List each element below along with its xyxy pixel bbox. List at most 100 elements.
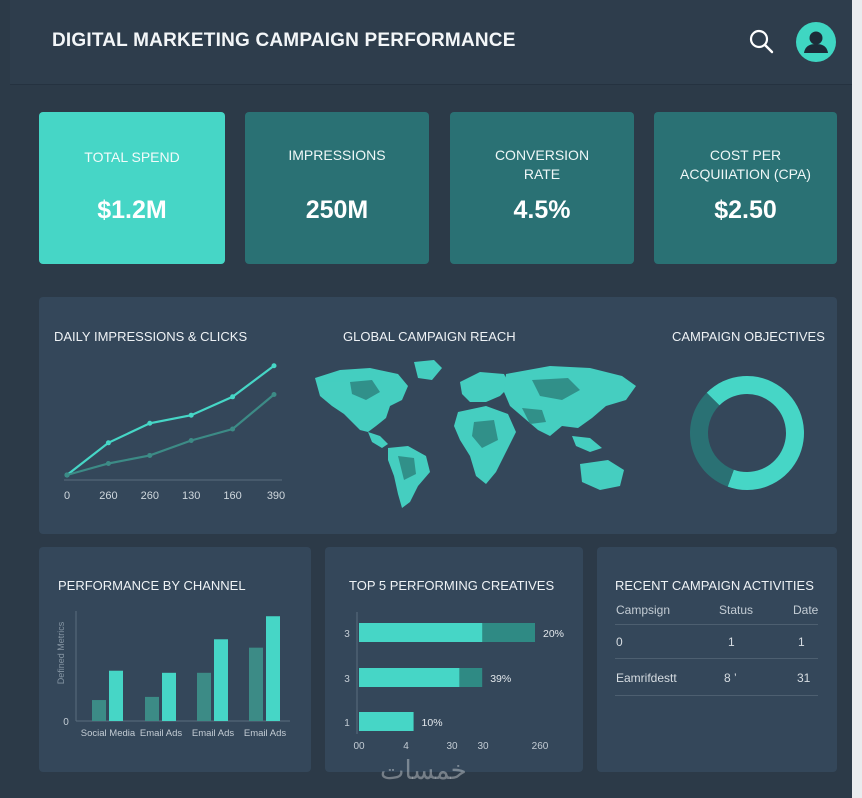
kpi-value: 250M xyxy=(305,196,369,224)
kpi-label-line2: RATE xyxy=(523,166,561,182)
channel-chart-title: PERFORMANCE BY CHANNEL xyxy=(58,578,246,593)
column-header-campaign[interactable]: Campsign xyxy=(616,603,671,617)
impressions-chart-title: DAILY IMPRESSIONS & CLICKS xyxy=(54,329,248,344)
map-region-dark xyxy=(522,408,546,424)
kpi-value: $1.2M xyxy=(97,196,167,224)
x-tick-label: 00 xyxy=(353,741,365,752)
world-map xyxy=(315,360,636,508)
y-axis-label: Defined Metrics xyxy=(56,621,66,684)
cell-campaign: 0 xyxy=(616,635,623,649)
x-tick-label: 30 xyxy=(446,741,458,752)
kpi-value: $2.50 xyxy=(714,196,777,224)
bar xyxy=(266,616,280,721)
kpi-total-spend[interactable]: TOTAL SPEND $1.2M xyxy=(39,112,225,264)
series-line xyxy=(66,364,275,476)
table-divider xyxy=(615,695,818,696)
data-point xyxy=(64,472,70,478)
bar xyxy=(214,639,228,721)
x-tick-label: 390 xyxy=(267,490,285,502)
x-tick-label: 260 xyxy=(99,490,117,502)
column-header-status[interactable]: Status xyxy=(719,603,754,617)
kpi-label-line2: ACQUIIATION (CPA) xyxy=(680,166,811,182)
activities-table-title: RECENT CAMPAIGN ACTIVITIES xyxy=(615,578,814,593)
bar xyxy=(162,672,176,721)
x-tick-label: Social Media xyxy=(81,728,136,739)
table-divider xyxy=(615,624,818,625)
x-tick-label: 160 xyxy=(223,490,241,502)
channel-bar-chart: 0 Defined Metrics Social Media Email Ads Ema… xyxy=(56,611,290,739)
bar xyxy=(145,696,159,721)
column-header-date[interactable]: Date xyxy=(793,603,819,617)
map-southeast-asia xyxy=(572,436,602,452)
x-tick-label: 260 xyxy=(141,490,159,502)
map-region-dark xyxy=(532,378,580,400)
kpi-label: TOTAL SPEND xyxy=(84,149,180,165)
data-point xyxy=(147,420,153,426)
map-greenland xyxy=(414,360,442,380)
top-bar: DIGITAL MARKETING CAMPAIGN PERFORMANCE xyxy=(10,0,852,85)
kpi-conversion-rate[interactable]: CONVERSION RATE 4.5% xyxy=(450,112,634,264)
x-tick-label: Email Ads xyxy=(140,728,182,739)
creatives-bar-chart: 3 20% 3 39% 1 10% 00 4 30 30 260 xyxy=(344,612,564,752)
window-edge xyxy=(852,0,862,798)
x-tick-label: 4 xyxy=(403,741,409,752)
y-tick-label: 1 xyxy=(344,718,350,729)
kpi-impressions[interactable]: IMPRESSIONS 250M xyxy=(245,112,429,264)
cell-date: 1 xyxy=(798,635,805,649)
map-australia xyxy=(580,460,624,490)
map-region-dark xyxy=(398,456,416,480)
bar xyxy=(92,700,106,721)
data-point xyxy=(188,438,194,443)
data-point xyxy=(271,363,277,369)
x-tick-label: 30 xyxy=(477,741,489,752)
creatives-panel xyxy=(325,547,583,772)
data-point xyxy=(105,461,111,466)
cell-status: 8 ’ xyxy=(724,671,737,685)
donut-slice xyxy=(690,392,734,487)
page-title: DIGITAL MARKETING CAMPAIGN PERFORMANCE xyxy=(52,30,516,51)
data-point xyxy=(147,452,153,458)
bar xyxy=(359,623,483,642)
map-asia xyxy=(504,366,636,436)
kpi-label-line1: COST PER xyxy=(709,147,782,163)
data-point xyxy=(188,412,194,418)
data-point xyxy=(105,440,111,446)
kpi-value: 4.5% xyxy=(513,196,571,224)
data-label: 20% xyxy=(543,628,564,640)
x-tick-label: Email Ads xyxy=(192,728,234,739)
x-tick-label: 130 xyxy=(182,490,200,502)
search-button[interactable] xyxy=(748,28,776,56)
map-region-dark xyxy=(472,420,498,448)
activities-panel xyxy=(597,547,837,772)
data-label: 10% xyxy=(422,717,443,729)
x-tick-label: Email Ads xyxy=(244,728,286,739)
channel-panel xyxy=(39,547,311,772)
data-point xyxy=(230,426,236,432)
y-tick-label: 3 xyxy=(344,629,350,640)
data-point xyxy=(271,392,277,397)
series-line xyxy=(66,393,275,477)
table-divider xyxy=(615,658,818,659)
objectives-chart-title: CAMPAIGN OBJECTIVES xyxy=(672,329,825,344)
bar xyxy=(359,712,414,731)
data-label: 39% xyxy=(490,673,511,685)
x-tick-label: 0 xyxy=(64,490,70,502)
objectives-donut-chart xyxy=(690,376,804,490)
user-avatar-icon xyxy=(804,31,828,53)
cell-date: 31 xyxy=(797,671,811,685)
data-point xyxy=(230,394,236,400)
bar xyxy=(197,672,211,721)
search-icon xyxy=(749,29,774,54)
kpi-label: IMPRESSIONS xyxy=(288,147,386,163)
kpi-cost-per-acquisition[interactable]: COST PER ACQUIIATION (CPA) $2.50 xyxy=(654,112,837,264)
cell-campaign: Eamrifdestt xyxy=(616,671,677,685)
map-region-dark xyxy=(350,380,380,400)
watermark-logo: خمسات xyxy=(380,756,467,786)
avatar[interactable] xyxy=(796,22,836,62)
y-tick-label: 3 xyxy=(344,674,350,685)
kpi-label-line1: CONVERSION xyxy=(494,147,590,163)
y-tick-label: 0 xyxy=(63,717,69,728)
cell-status: 1 xyxy=(728,635,735,649)
bar xyxy=(359,668,460,687)
map-europe xyxy=(460,372,510,402)
